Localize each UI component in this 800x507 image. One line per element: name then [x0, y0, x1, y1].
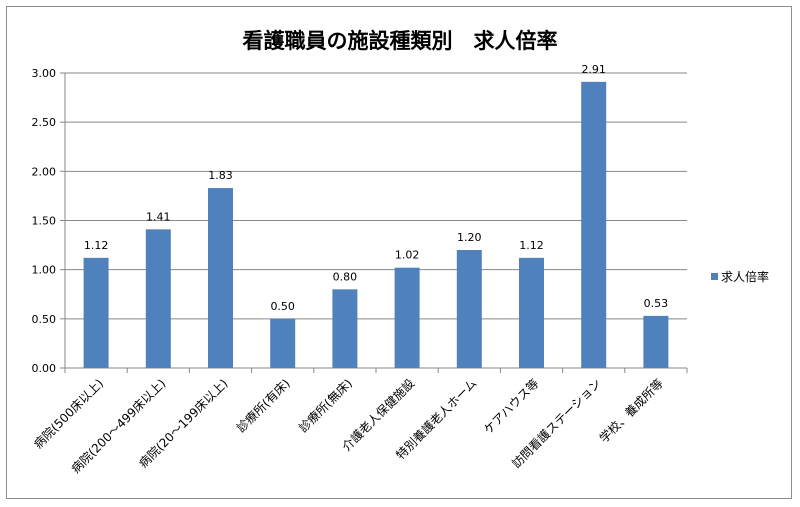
y-tick-label: 3.00	[32, 67, 57, 80]
bar	[270, 318, 296, 368]
legend-swatch	[711, 273, 718, 280]
bar	[643, 315, 669, 368]
y-tick-label: 0.00	[32, 362, 57, 375]
bar	[519, 257, 544, 368]
chart-title: 看護職員の施設種類別 求人倍率	[243, 29, 558, 53]
category-label: 診療所(有床)	[233, 376, 293, 436]
bars	[83, 81, 669, 368]
category-label: ケアハウス等	[481, 376, 541, 436]
data-label: 0.80	[333, 270, 358, 283]
data-label: 1.41	[146, 210, 171, 223]
bar	[208, 188, 233, 368]
data-label: 2.91	[581, 63, 606, 76]
chart-area: 看護職員の施設種類別 求人倍率 0.00 0.50 1.00 1.50 2.00 2.50…	[6, 6, 792, 499]
data-label: 1.02	[395, 249, 420, 262]
bar	[394, 267, 420, 368]
y-tick-label: 1.00	[32, 264, 57, 277]
data-label: 1.12	[84, 239, 109, 252]
data-label: 1.12	[519, 239, 544, 252]
data-label: 1.20	[457, 231, 482, 244]
bar	[581, 81, 607, 368]
legend-label: 求人倍率	[721, 269, 769, 284]
data-label: 1.83	[208, 169, 233, 182]
y-tick-label: 2.50	[32, 116, 57, 129]
bar-chart: 看護職員の施設種類別 求人倍率 0.00 0.50 1.00 1.50 2.00 2.50…	[30, 29, 769, 477]
category-label: 学校、養成所等	[596, 376, 666, 446]
bar	[332, 289, 358, 368]
y-axis-ticks: 0.00 0.50 1.00 1.50 2.00 2.50 3.00	[32, 67, 57, 375]
y-tick-label: 2.00	[32, 165, 57, 178]
bar	[456, 250, 482, 368]
data-label: 0.50	[270, 300, 295, 313]
data-labels: 1.12 1.41 1.83 0.50 0.80 1.02 1.20 1.12 2.91 0.53	[84, 63, 668, 313]
y-tick-label: 0.50	[32, 313, 57, 326]
bar	[145, 229, 171, 368]
category-label: 診療所(無床)	[295, 376, 355, 436]
data-label: 0.53	[644, 297, 669, 310]
y-tick-label: 1.50	[32, 215, 57, 228]
bar	[83, 257, 109, 368]
legend: 求人倍率	[711, 269, 769, 284]
x-axis-categories: 病院(500床以上)病院(200～499床以上)病院(20～199床以上) 診療所…	[30, 376, 666, 477]
